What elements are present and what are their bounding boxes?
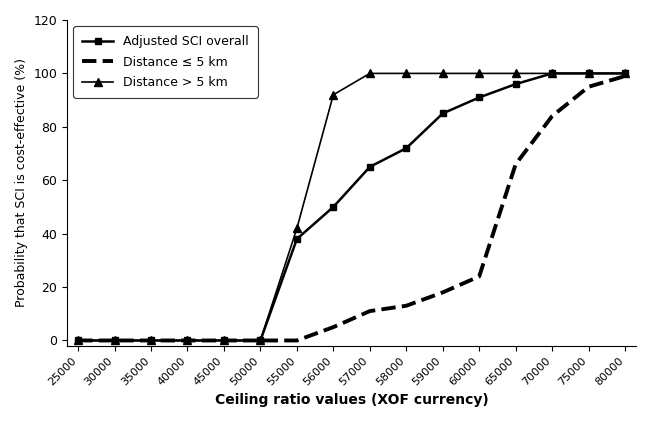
Distance > 5 km [111,338,118,343]
Distance ≤ 5 km [147,338,155,343]
Distance ≤ 5 km [621,73,629,78]
Distance > 5 km [220,338,228,343]
Adjusted SCI overall [74,338,82,343]
Distance > 5 km [74,338,82,343]
Adjusted SCI overall [111,338,118,343]
Line: Adjusted SCI overall: Adjusted SCI overall [75,70,628,344]
Distance ≤ 5 km [585,84,592,89]
Adjusted SCI overall [256,338,264,343]
Distance ≤ 5 km [220,338,228,343]
Adjusted SCI overall [512,81,519,87]
Distance ≤ 5 km [293,338,301,343]
Distance > 5 km [147,338,155,343]
Adjusted SCI overall [147,338,155,343]
Distance ≤ 5 km [256,338,264,343]
Adjusted SCI overall [585,71,592,76]
Distance > 5 km [475,71,483,76]
Distance ≤ 5 km [184,338,191,343]
Line: Distance ≤ 5 km: Distance ≤ 5 km [78,76,625,341]
Distance ≤ 5 km [548,114,556,119]
Distance ≤ 5 km [439,290,447,295]
Distance > 5 km [548,71,556,76]
Distance > 5 km [293,226,301,231]
Distance > 5 km [512,71,519,76]
Distance > 5 km [366,71,374,76]
Adjusted SCI overall [621,71,629,76]
Adjusted SCI overall [184,338,191,343]
Distance ≤ 5 km [329,325,337,330]
Adjusted SCI overall [475,95,483,100]
Distance ≤ 5 km [74,338,82,343]
Distance > 5 km [621,71,629,76]
Adjusted SCI overall [293,236,301,241]
Distance > 5 km [329,92,337,97]
Distance ≤ 5 km [402,303,410,308]
Distance ≤ 5 km [512,162,519,167]
Y-axis label: Probability that SCI is cost-effective (%): Probability that SCI is cost-effective (… [15,58,28,307]
Adjusted SCI overall [402,146,410,151]
Distance ≤ 5 km [475,274,483,279]
Legend: Adjusted SCI overall, Distance ≤ 5 km, Distance > 5 km: Adjusted SCI overall, Distance ≤ 5 km, D… [74,26,258,98]
Distance > 5 km [439,71,447,76]
Adjusted SCI overall [329,204,337,209]
Distance > 5 km [256,338,264,343]
Distance > 5 km [402,71,410,76]
Adjusted SCI overall [548,71,556,76]
Distance > 5 km [585,71,592,76]
X-axis label: Ceiling ratio values (XOF currency): Ceiling ratio values (XOF currency) [215,393,488,407]
Line: Distance > 5 km: Distance > 5 km [74,69,630,345]
Distance ≤ 5 km [111,338,118,343]
Distance ≤ 5 km [366,308,374,314]
Adjusted SCI overall [220,338,228,343]
Adjusted SCI overall [366,164,374,169]
Adjusted SCI overall [439,111,447,116]
Distance > 5 km [184,338,191,343]
